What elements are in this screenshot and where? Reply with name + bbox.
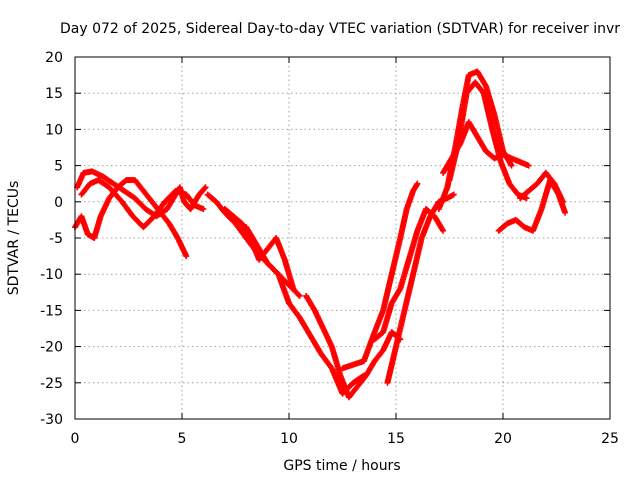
y-axis-label: SDTVAR / TECUs [6,181,22,296]
x-tick-label: 5 [178,431,187,447]
x-tick-label: 20 [494,431,512,447]
y-tick-label: -15 [40,303,63,319]
y-tick-label: 15 [45,86,63,102]
data-point [200,206,207,213]
data-point [295,291,302,298]
data-point [201,185,208,192]
y-tick-label: 10 [45,122,63,138]
axis-ticks: 0 5 10 15 20 25 -30 -25 -20 -15 -10 -5 0 5 10 15 20 [40,50,619,447]
y-tick-label: -20 [40,340,63,356]
data-point [440,227,447,234]
y-tick-label: -5 [49,231,63,247]
x-tick-label: 25 [601,431,619,447]
y-tick-label: 20 [45,50,63,66]
data-point [183,253,190,260]
y-tick-label: -25 [40,376,63,392]
y-tick-label: -10 [40,267,63,283]
data-point [414,180,421,187]
data-point [202,184,209,191]
x-tick-label: 0 [71,431,80,447]
y-tick-label: -30 [40,412,63,428]
x-axis-label: GPS time / hours [283,458,400,474]
data-point [296,292,303,299]
grid-lines [75,57,610,419]
data-point [290,285,297,292]
data-points [72,68,569,401]
y-tick-label: 5 [54,159,63,175]
y-tick-label: 0 [54,195,63,211]
x-tick-label: 10 [280,431,298,447]
chart-title: Day 072 of 2025, Sidereal Day-to-day VTE… [60,21,620,37]
x-tick-label: 15 [387,431,405,447]
